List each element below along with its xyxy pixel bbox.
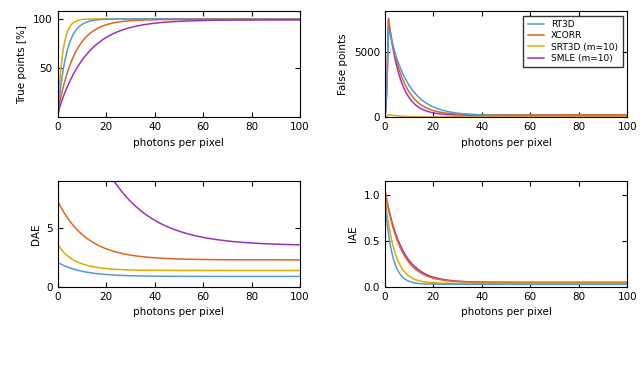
X-axis label: photons per pixel: photons per pixel bbox=[461, 138, 552, 148]
X-axis label: photons per pixel: photons per pixel bbox=[461, 307, 552, 318]
Y-axis label: False points: False points bbox=[339, 33, 348, 95]
X-axis label: photons per pixel: photons per pixel bbox=[133, 307, 224, 318]
Y-axis label: DAE: DAE bbox=[31, 223, 40, 245]
Legend: RT3D, XCORR, SRT3D (m=10), SMLE (m=10): RT3D, XCORR, SRT3D (m=10), SMLE (m=10) bbox=[523, 15, 623, 67]
X-axis label: photons per pixel: photons per pixel bbox=[133, 138, 224, 148]
Y-axis label: True points [%]: True points [%] bbox=[17, 25, 28, 104]
Y-axis label: IAE: IAE bbox=[348, 226, 358, 242]
